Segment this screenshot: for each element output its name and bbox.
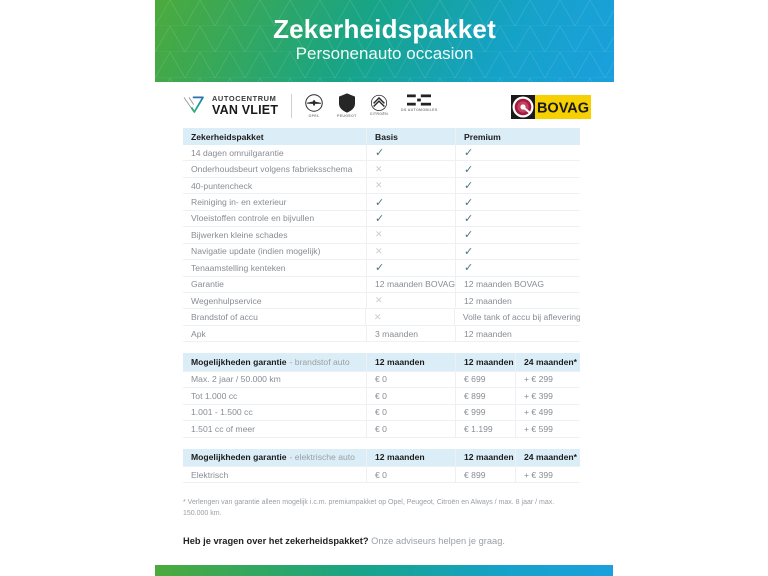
svg-text:BOVAG: BOVAG xyxy=(537,101,589,117)
